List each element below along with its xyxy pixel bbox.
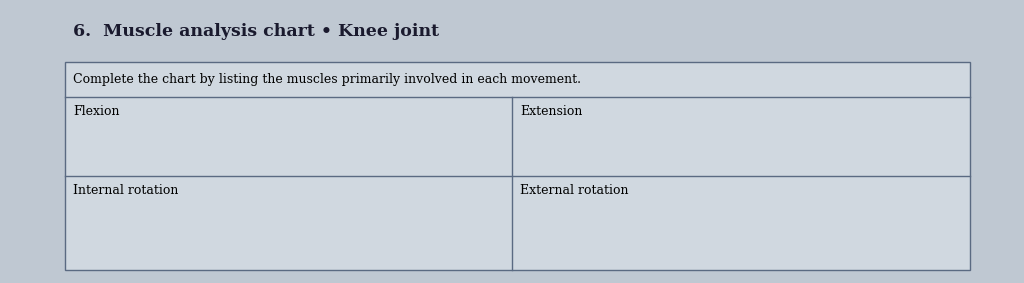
Text: Internal rotation: Internal rotation	[73, 184, 178, 197]
Text: Extension: Extension	[520, 105, 583, 118]
Text: External rotation: External rotation	[520, 184, 629, 197]
Bar	[65, 62, 970, 270]
Text: Complete the chart by listing the muscles primarily involved in each movement.: Complete the chart by listing the muscle…	[73, 73, 581, 86]
Text: 6.  Muscle analysis chart • Knee joint: 6. Muscle analysis chart • Knee joint	[73, 23, 439, 40]
Text: Flexion: Flexion	[73, 105, 120, 118]
